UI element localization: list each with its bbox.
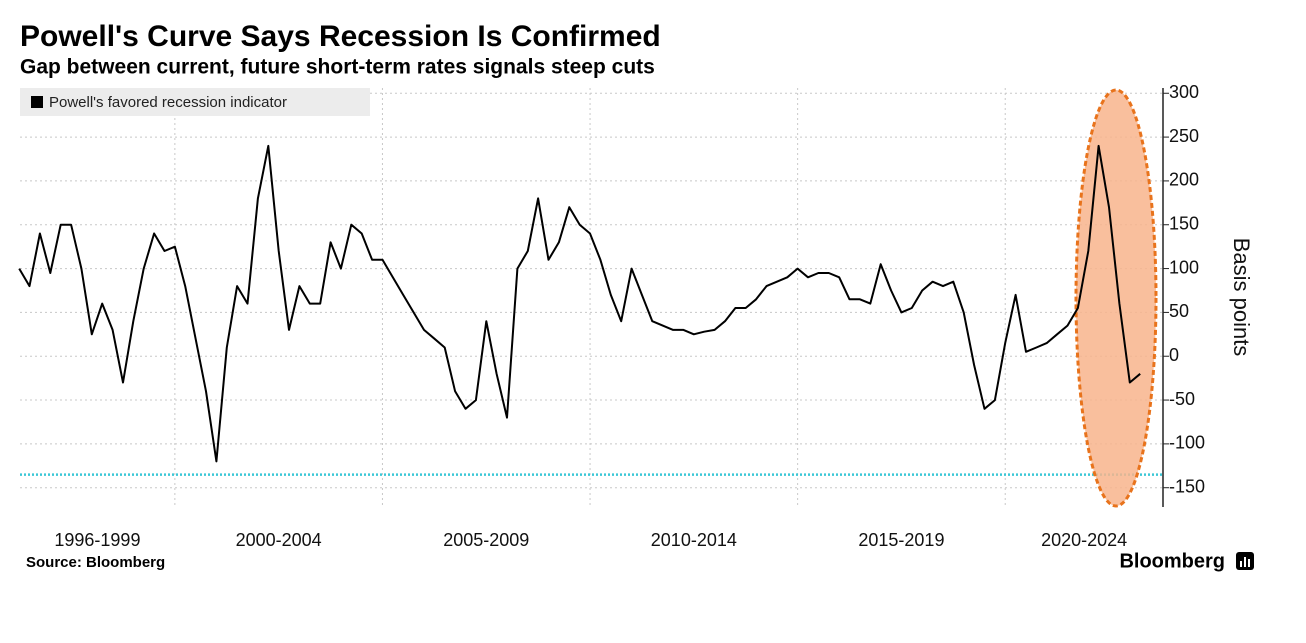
y-tick-label: 150 [1169, 213, 1199, 233]
grid: -150 -100 -50 0 50 100 150 200 250 300 1996-1999 20… [20, 82, 1205, 550]
highlight-ellipse [1074, 88, 1158, 508]
y-axis-title: Basis points [1229, 238, 1254, 357]
period-label: 2020-2024 [1041, 530, 1127, 550]
y-tick-label: 50 [1169, 301, 1189, 321]
legend-box [20, 88, 370, 116]
brand: Bloomberg [1119, 550, 1225, 572]
y-tick-label: 100 [1169, 257, 1199, 277]
period-label: 1996-1999 [54, 530, 140, 550]
y-tick-label: -100 [1169, 433, 1205, 453]
legend-label: Powell's favored recession indicator [49, 94, 287, 111]
y-tick-label: 200 [1169, 170, 1199, 190]
plot [18, 144, 1141, 463]
chart-subtitle: Gap between current, future short-term r… [20, 56, 655, 79]
period-label: 2005-2009 [443, 530, 529, 550]
brand-icon [1236, 552, 1254, 570]
series-line [18, 144, 1141, 463]
period-label: 2000-2004 [236, 530, 322, 550]
y-tick-label: -150 [1169, 476, 1205, 496]
chart-title: Powell's Curve Says Recession Is Confirm… [20, 20, 661, 53]
y-tick-label: -50 [1169, 389, 1195, 409]
source: Source: Bloomberg [26, 554, 165, 571]
y-tick-label: 0 [1169, 345, 1179, 365]
legend-swatch [31, 96, 43, 108]
y-tick-label: 300 [1169, 82, 1199, 102]
y-tick-label: 250 [1169, 126, 1199, 146]
period-label: 2015-2019 [858, 530, 944, 550]
period-label: 2010-2014 [651, 530, 737, 550]
